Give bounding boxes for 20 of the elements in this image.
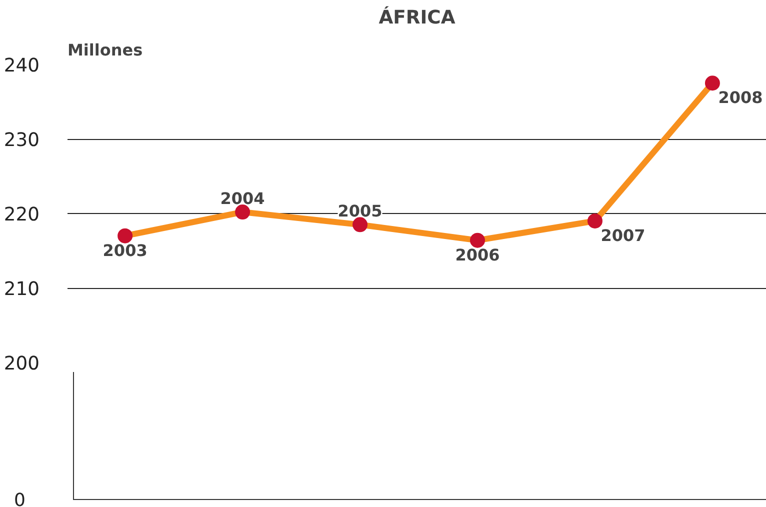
- point: [470, 232, 485, 248]
- y-axis-title: Millones: [68, 40, 143, 60]
- point: [587, 213, 602, 228]
- y-tick-label: 200: [4, 354, 40, 374]
- annotation: 2006: [455, 245, 500, 264]
- annotation: 2004: [220, 189, 265, 208]
- y-tick-label: 220: [4, 204, 40, 226]
- annotation: 2008: [718, 88, 763, 108]
- chart-title: ÁFRICA: [378, 6, 456, 28]
- point: [704, 76, 720, 91]
- annotation: 2007: [600, 226, 646, 245]
- y-tick-label: 210: [4, 279, 40, 300]
- point: [118, 228, 133, 244]
- y-tick-label: 230: [4, 130, 40, 151]
- point: [235, 204, 250, 220]
- annotation: 2005: [338, 202, 382, 221]
- annotation: 2003: [102, 240, 148, 260]
- text: 0: [14, 489, 26, 507]
- y-tick-label: 240: [4, 56, 40, 76]
- point: [352, 217, 368, 232]
